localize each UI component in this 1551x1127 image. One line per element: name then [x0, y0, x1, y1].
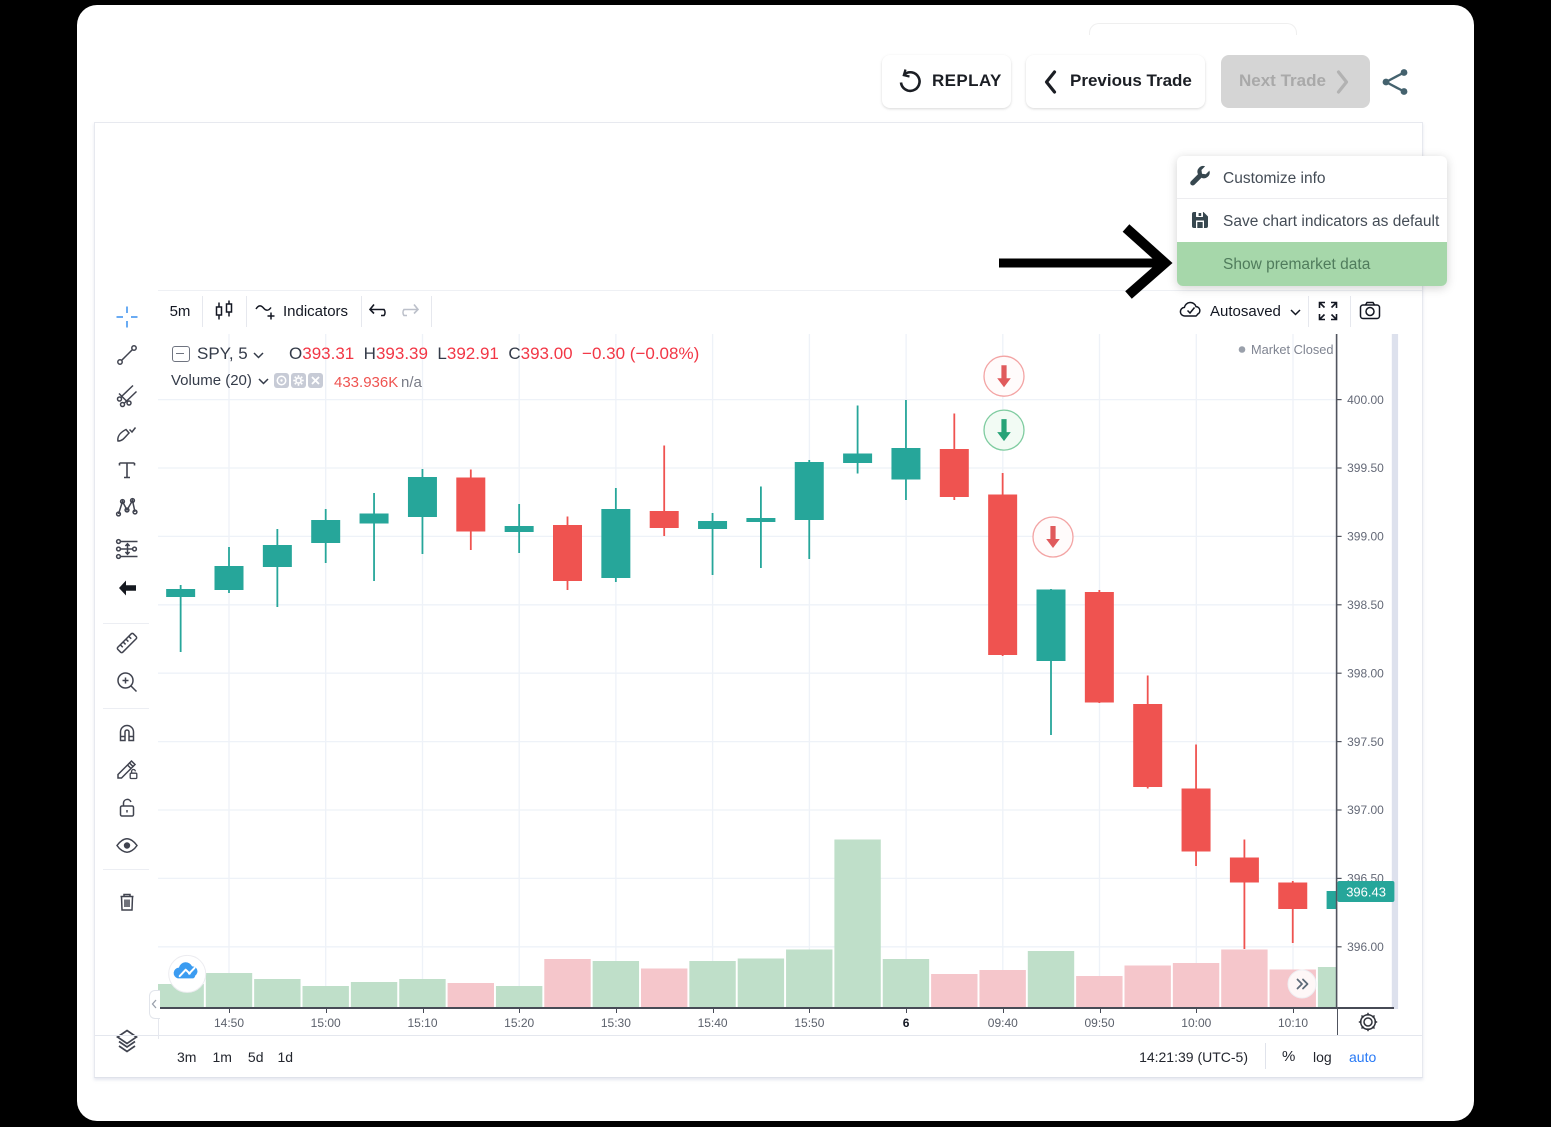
svg-text:Market Closed: Market Closed — [1251, 342, 1334, 357]
svg-text:398.00: 398.00 — [1347, 666, 1384, 680]
svg-text:399.00: 399.00 — [1347, 530, 1384, 544]
svg-text:396.43: 396.43 — [1346, 884, 1386, 899]
svg-text:399.50: 399.50 — [1347, 461, 1384, 475]
svg-text:396.00: 396.00 — [1347, 940, 1384, 954]
svg-text:397.50: 397.50 — [1347, 735, 1384, 749]
svg-text:400.00: 400.00 — [1347, 393, 1384, 407]
svg-text:398.50: 398.50 — [1347, 598, 1384, 612]
svg-text:397.00: 397.00 — [1347, 803, 1384, 817]
